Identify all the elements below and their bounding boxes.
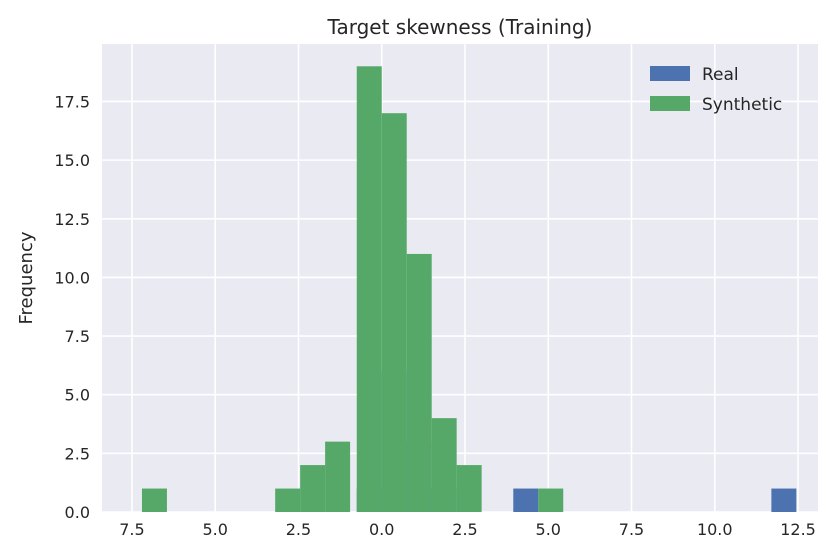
x-tick-labels: 7.5 5.0 2.5 0.0 2.5 5.0 7.5 10.0 12.5	[119, 520, 816, 539]
y-tick-label: 12.5	[54, 210, 90, 229]
histogram-bar-synthetic	[431, 418, 457, 512]
histogram-bar-synthetic	[141, 488, 167, 512]
histogram-bar-synthetic	[381, 113, 407, 513]
y-axis-label: Frequency	[16, 231, 37, 324]
x-tick-label: 2.5	[452, 520, 477, 539]
legend-label-real: Real	[702, 65, 739, 85]
x-tick-label: 10.0	[697, 520, 733, 539]
histogram-bar-real	[771, 488, 797, 512]
y-tick-label: 7.5	[65, 327, 90, 346]
legend-label-synthetic: Synthetic	[702, 95, 782, 115]
legend-swatch-synthetic	[650, 96, 690, 111]
histogram-bar-synthetic	[356, 66, 382, 513]
y-tick-label: 2.5	[65, 444, 90, 463]
y-tick-label: 10.0	[54, 268, 90, 287]
histogram-bar-synthetic	[538, 488, 564, 512]
x-tick-label: 2.5	[286, 520, 311, 539]
histogram-bar-synthetic	[325, 441, 351, 512]
histogram-bar-real	[513, 488, 539, 512]
histogram-bar-synthetic	[300, 465, 326, 512]
histogram-bar-synthetic	[456, 465, 482, 512]
x-tick-label: 0.0	[369, 520, 394, 539]
chart-title: Target skewness (Training)	[327, 15, 593, 39]
y-tick-labels: 0.0 2.5 5.0 7.5 10.0 12.5 15.0 17.5	[54, 92, 90, 522]
y-tick-label: 0.0	[65, 503, 90, 522]
x-tick-label: 7.5	[619, 520, 644, 539]
legend-swatch-real	[650, 66, 690, 81]
x-tick-label: 12.5	[780, 520, 816, 539]
histogram-bars	[141, 66, 797, 513]
histogram-bar-synthetic	[406, 253, 432, 512]
y-tick-label: 15.0	[54, 151, 90, 170]
x-tick-label: 5.0	[536, 520, 561, 539]
legend: Real Synthetic	[650, 65, 782, 115]
histogram-bar-synthetic	[275, 488, 301, 512]
y-tick-label: 5.0	[65, 386, 90, 405]
y-tick-label: 17.5	[54, 92, 90, 111]
x-tick-label: 5.0	[203, 520, 228, 539]
x-tick-label: 7.5	[119, 520, 144, 539]
